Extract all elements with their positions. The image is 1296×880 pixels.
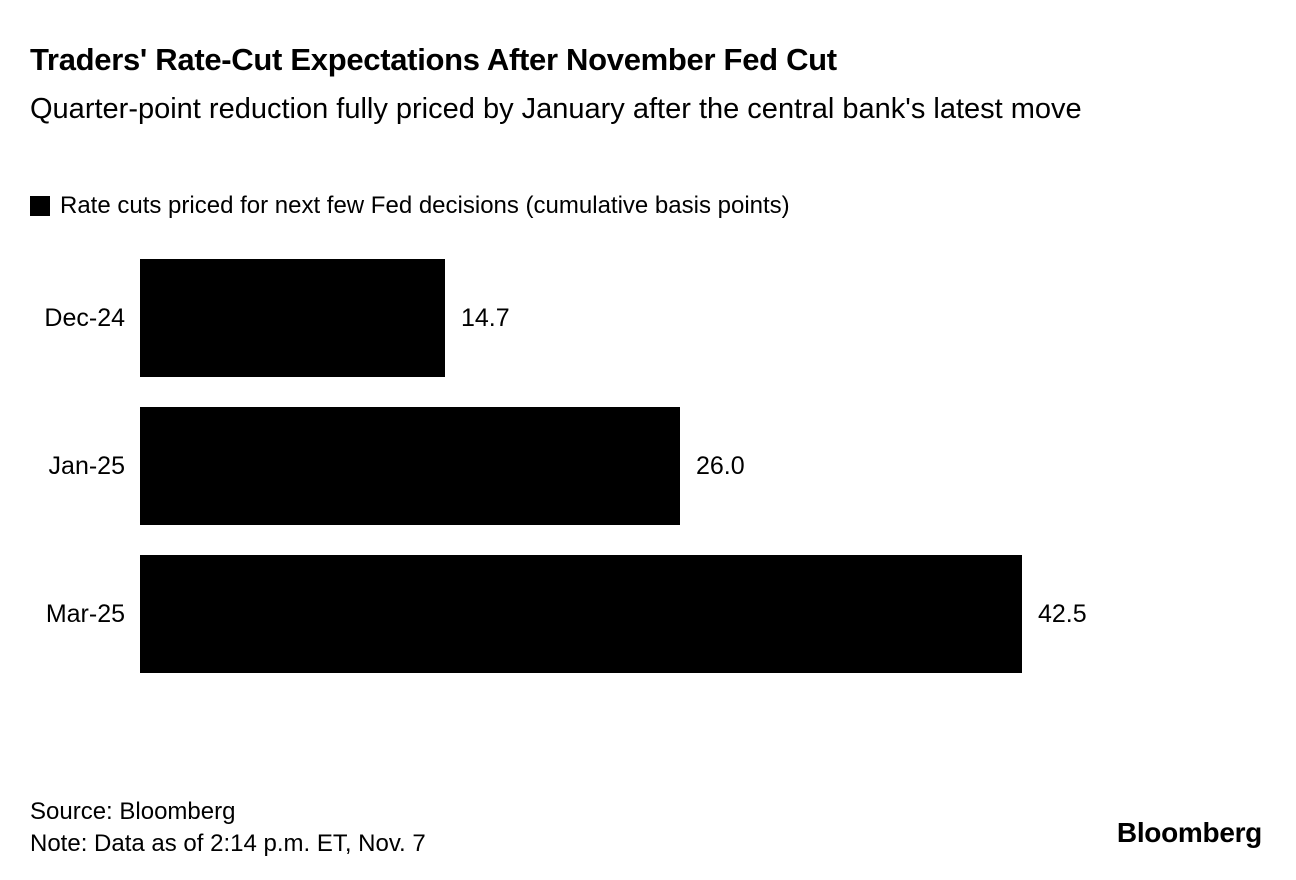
category-label: Mar-25 (45, 599, 125, 628)
value-label: 14.7 (461, 303, 510, 332)
category-label: Jan-25 (48, 451, 125, 480)
note-text: Note: Data as of 2:14 p.m. ET, Nov. 7 (30, 830, 426, 857)
bar (140, 259, 445, 377)
chart-title: Traders' Rate-Cut Expectations After Nov… (30, 42, 837, 77)
bar-chart: Dec-24 14.7 Jan-25 26.0 Mar-25 42.5 (30, 259, 1087, 673)
bar (140, 555, 1022, 673)
legend-label: Rate cuts priced for next few Fed decisi… (60, 192, 790, 219)
bloomberg-logo: Bloomberg (1116, 817, 1262, 848)
chart-subtitle: Quarter-point reduction fully priced by … (30, 93, 1082, 125)
footer: Source: Bloomberg Note: Data as of 2:14 … (30, 796, 426, 860)
value-label: 42.5 (1038, 599, 1087, 628)
bar (140, 407, 680, 525)
source-text: Source: Bloomberg (30, 798, 236, 825)
chart-row: Jan-25 26.0 (30, 407, 1087, 525)
chart-row: Mar-25 42.5 (30, 555, 1087, 673)
legend-swatch-icon (30, 196, 50, 216)
value-label: 26.0 (696, 451, 745, 480)
category-label: Dec-24 (44, 303, 125, 332)
chart-row: Dec-24 14.7 (30, 259, 1087, 377)
legend: Rate cuts priced for next few Fed decisi… (30, 194, 790, 218)
